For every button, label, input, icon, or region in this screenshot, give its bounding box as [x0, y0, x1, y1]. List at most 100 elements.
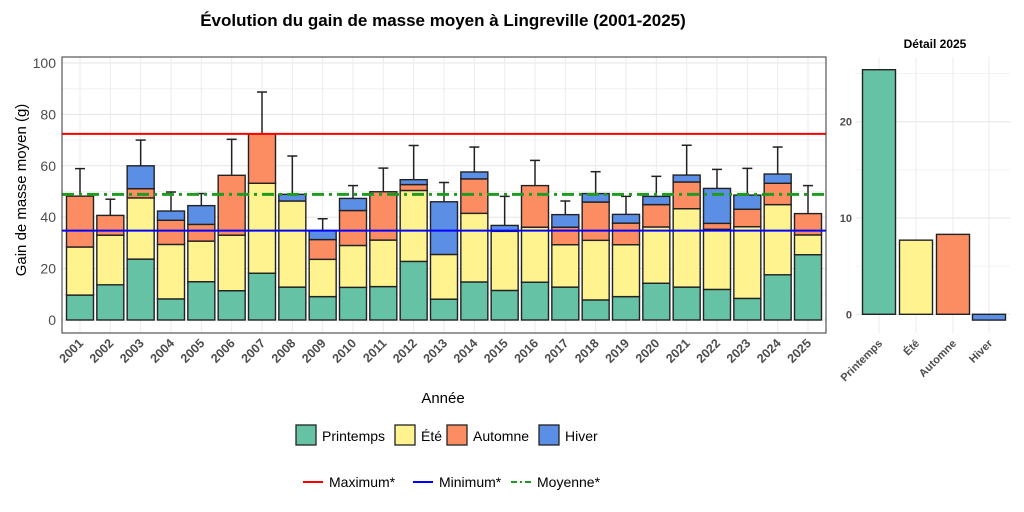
x-tick-label: 2021 — [663, 336, 693, 366]
x-tick-label: 2020 — [633, 336, 663, 366]
x-tick-label: 2024 — [754, 336, 784, 366]
bar-printemps-2010 — [338, 286, 368, 321]
bar-été-2019 — [611, 243, 641, 298]
bar-printemps-2024 — [763, 274, 792, 321]
bar-été-2014 — [460, 212, 489, 283]
bar-hiver-2003 — [126, 165, 155, 190]
bar-été-2021 — [672, 208, 701, 288]
bar-automne-2014 — [460, 178, 489, 215]
bar-automne-2012 — [399, 183, 428, 192]
bar-automne-2001 — [65, 195, 95, 248]
y-tick-label: 100 — [33, 55, 57, 71]
bar-automne-2004 — [156, 219, 186, 246]
bar-automne-2023 — [733, 208, 762, 228]
bar-hiver-2017 — [551, 213, 580, 228]
x-tick-label: 2014 — [451, 336, 481, 366]
bar-printemps-2021 — [672, 286, 701, 321]
legend: Printemps Été Automne Hiver Maximum* Minimum*… — [295, 424, 601, 490]
x-tick-label: 2010 — [330, 336, 360, 366]
bar-automne-2019 — [611, 222, 641, 246]
bar-été-2017 — [551, 243, 580, 288]
detail-y-tick-label: 0 — [846, 309, 852, 321]
x-tick-label: 2012 — [390, 336, 420, 366]
bar-hiver-2021 — [672, 174, 701, 183]
bar-printemps-2022 — [702, 288, 732, 321]
chart-title: Évolution du gain de masse moyen à Lingr… — [200, 11, 686, 30]
bar-printemps-2016 — [520, 281, 550, 321]
bar-printemps-2005 — [187, 281, 216, 321]
bar-hiver-2004 — [156, 210, 186, 221]
bar-été-2008 — [278, 200, 307, 288]
detail-x-tick-label: Automne — [917, 338, 959, 380]
bar-été-2018 — [581, 239, 610, 301]
bar-été-2002 — [96, 234, 125, 286]
detail-title: Détail 2025 — [904, 37, 967, 51]
y-tick-label: 0 — [48, 312, 56, 328]
y-tick-label: 40 — [40, 209, 56, 225]
bar-hiver-2020 — [642, 195, 671, 206]
bar-été-2006 — [217, 234, 246, 292]
bar-printemps-2009 — [308, 295, 337, 321]
bar-printemps-2002 — [96, 284, 125, 321]
legend-label: Été — [421, 428, 442, 444]
bar-automne-2016 — [520, 184, 550, 228]
bar-printemps-2011 — [369, 285, 398, 321]
bar-été-2007 — [247, 182, 277, 274]
detail-x-tick-label: Printemps — [839, 338, 886, 385]
legend-swatch-automne — [446, 424, 468, 446]
x-tick-label: 2018 — [572, 336, 602, 366]
x-tick-label: 2002 — [87, 336, 117, 366]
detail-bar-printemps — [861, 68, 897, 316]
y-tick-label: 80 — [40, 106, 56, 122]
bar-été-2003 — [126, 197, 155, 260]
x-tick-label: 2017 — [542, 336, 572, 366]
legend-swatch-été — [394, 424, 416, 446]
bar-automne-2007 — [247, 133, 277, 184]
bar-hiver-2023 — [733, 194, 762, 210]
x-tick-label: 2023 — [724, 336, 754, 366]
x-tick-label: 2007 — [239, 336, 269, 366]
bar-automne-2020 — [642, 203, 671, 228]
bar-été-2013 — [429, 253, 459, 300]
detail-y-tick-label: 20 — [840, 117, 852, 129]
bar-printemps-2003 — [126, 258, 155, 321]
bar-hiver-2012 — [399, 178, 428, 186]
bar-printemps-2023 — [733, 297, 762, 321]
bar-automne-2022 — [702, 222, 732, 230]
bar-printemps-2008 — [278, 286, 307, 321]
bar-printemps-2018 — [581, 299, 610, 321]
x-tick-label: 2025 — [785, 336, 815, 366]
detail-y-tick-label: 10 — [840, 213, 852, 225]
bar-hiver-2009 — [308, 229, 337, 241]
x-tick-label: 2016 — [512, 336, 542, 366]
bar-hiver-2014 — [460, 171, 489, 180]
x-tick-label: 2019 — [603, 336, 633, 366]
x-tick-label: 2008 — [269, 336, 299, 366]
main-plot: 0 20 40 60 80 100 2001 2002 2003 2004 2005 2006 2007… — [33, 55, 827, 366]
bar-été-2004 — [156, 243, 186, 300]
bar-hiver-2024 — [763, 173, 792, 184]
y-tick-label: 60 — [40, 158, 56, 174]
bar-printemps-2014 — [460, 281, 489, 321]
bar-automne-2025 — [793, 212, 823, 236]
legend-line-label: Minimum* — [439, 474, 502, 490]
x-axis-title: Année — [421, 390, 464, 407]
legend-swatch-hiver — [538, 424, 560, 446]
bar-été-2020 — [642, 226, 671, 284]
detail-bar-automne — [935, 233, 971, 316]
bar-hiver-2005 — [187, 204, 216, 226]
plot-border — [61, 56, 827, 334]
bar-hiver-2019 — [611, 213, 641, 224]
x-tick-label: 2001 — [57, 336, 87, 366]
bar-été-2011 — [369, 239, 398, 288]
bar-hiver-2013 — [429, 201, 459, 256]
bar-printemps-2020 — [642, 282, 671, 321]
bar-printemps-2001 — [65, 294, 95, 321]
legend-swatch-printemps — [295, 424, 317, 446]
bar-été-2009 — [308, 258, 337, 298]
bar-automne-2010 — [338, 209, 368, 247]
bar-automne-2006 — [217, 174, 246, 236]
bar-automne-2009 — [308, 238, 337, 261]
